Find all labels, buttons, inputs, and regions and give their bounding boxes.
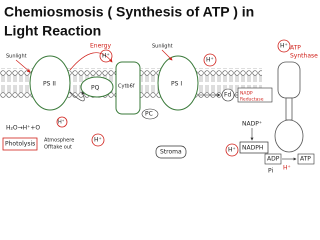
arrow (69, 91, 85, 102)
fd-label: Fd (224, 92, 231, 99)
atp-synthase-label: Synthase (290, 53, 318, 60)
photolysis-box (2, 137, 38, 151)
h-ion: H⁺ (94, 137, 102, 144)
atp-box (297, 153, 315, 165)
pq (80, 76, 114, 98)
h-circle (277, 39, 291, 53)
h-ion: H⁺ (206, 57, 214, 64)
energy-label: Energy (90, 43, 111, 50)
h-ion: H⁺ (228, 147, 236, 154)
h-circle (91, 133, 105, 147)
sunlight-label: Sunlight (152, 44, 173, 50)
ps2 (29, 55, 71, 111)
diagram: Chemiosmosis ( Synthesis of ATP ) in Lig… (0, 4, 318, 175)
atmosphere-label: Atmosphere (44, 138, 74, 144)
h-ion: H⁺ (58, 120, 65, 126)
h-ion: H⁺ (283, 165, 291, 172)
pc (141, 108, 159, 120)
arrow (161, 49, 173, 61)
title-line: Light Reaction (4, 23, 101, 39)
arrow (15, 59, 31, 73)
stroma-box (155, 145, 187, 159)
h-circle (99, 49, 113, 63)
h-ion: H⁺ (280, 43, 288, 50)
nadp-reductase-label: NADP (240, 91, 253, 97)
photolysis-reaction: H₂O→H⁺+O (6, 125, 40, 132)
pq-label: PQ (91, 85, 100, 92)
atp-synthase-stalk (285, 97, 293, 121)
pc-label: PC (145, 111, 153, 118)
arrow (69, 52, 113, 71)
ps1-label: PS I (171, 81, 182, 88)
atp-label: ATP (300, 156, 311, 163)
atp-synthase-fo (277, 61, 301, 99)
pi-label: Pi (268, 168, 273, 175)
title-line: Chemiosmosis ( Synthesis of ATP ) in (4, 4, 254, 20)
adp-box (264, 153, 282, 165)
photolysis-label: Photolysis (5, 141, 35, 148)
h-circle (56, 116, 68, 128)
ps1 (157, 55, 199, 111)
ps2-label: PS II (43, 81, 56, 88)
atp-synthase-label: ATP (290, 45, 301, 52)
h-ion: H⁺ (102, 53, 110, 60)
stroma-label: Stroma (160, 149, 182, 156)
nadph-label: NADPH (242, 145, 263, 152)
atmosphere-label: Offtake out (44, 145, 72, 151)
cytb6f-label: Cytb6f (118, 84, 135, 90)
adp-label: ADP (267, 156, 280, 163)
h-circle (203, 53, 217, 67)
sunlight-label: Sunlight (6, 54, 27, 60)
nadph-box (239, 141, 269, 154)
cytb6f (115, 61, 141, 115)
atp-synthase-f1 (274, 119, 304, 153)
nadp-reductase-label: Reductase (240, 97, 264, 103)
nadp-label: NADP⁺ (242, 121, 262, 128)
h-circle (225, 143, 239, 157)
